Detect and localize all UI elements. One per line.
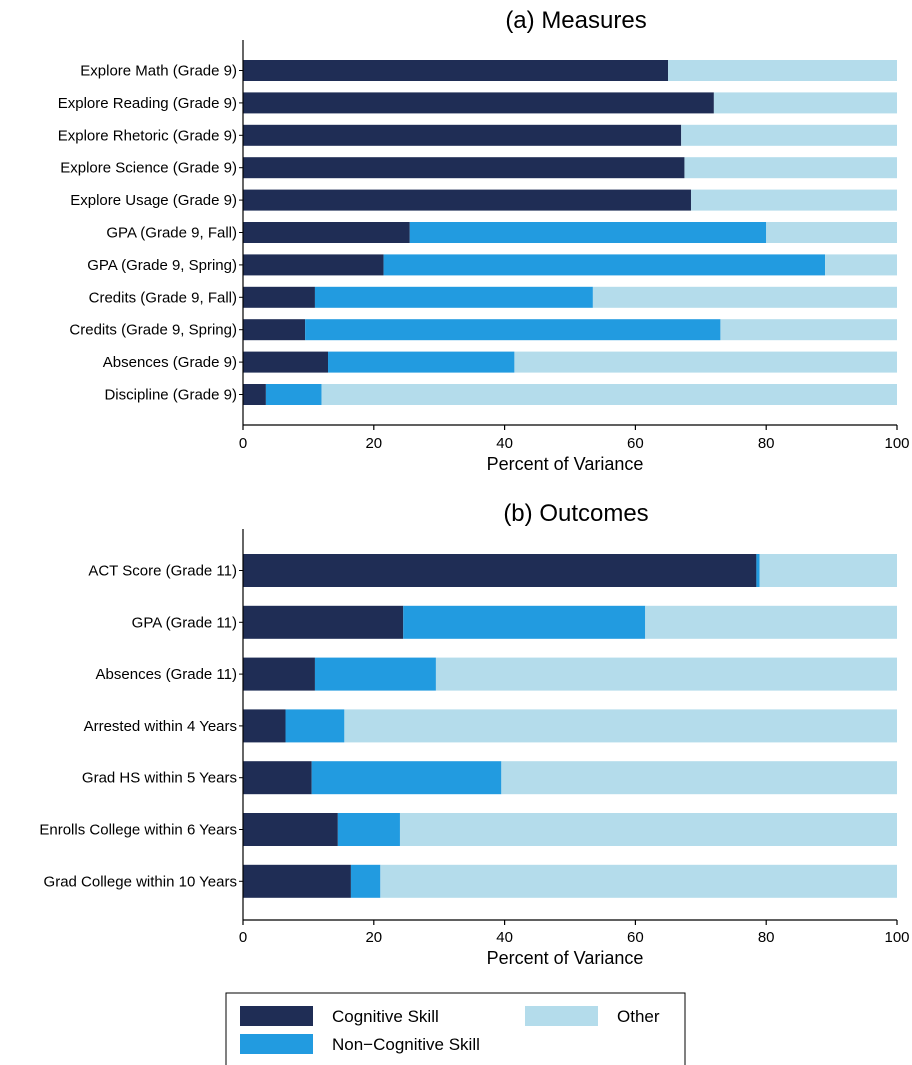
- x-tick-label: 80: [758, 929, 775, 946]
- bar-segment-other: [435, 657, 897, 691]
- category-label: Grad HS within 5 Years: [82, 770, 237, 787]
- bar-segment-other: [766, 222, 897, 243]
- bar-segment-other: [321, 384, 898, 405]
- category-label: Absences (Grade 9): [103, 354, 237, 371]
- bar-segment-other: [668, 60, 897, 81]
- bar-segment-cognitive: [243, 813, 338, 846]
- category-label: ACT Score (Grade 11): [88, 563, 237, 580]
- bar-segment-cognitive: [243, 189, 691, 211]
- category-label: Explore Reading (Grade 9): [58, 95, 237, 112]
- bar-segment-other: [720, 319, 897, 341]
- x-axis-title: Percent of Variance: [487, 454, 644, 474]
- bar-segment-other: [684, 157, 897, 179]
- category-label: GPA (Grade 9, Spring): [87, 257, 237, 274]
- category-label: Explore Usage (Grade 9): [70, 192, 237, 209]
- x-tick-label: 60: [627, 929, 644, 946]
- category-label: Credits (Grade 9, Fall): [89, 289, 237, 306]
- legend-swatch-cognitive: [240, 1006, 313, 1026]
- legend-swatch-noncognitive: [240, 1034, 313, 1054]
- x-axis-title: Percent of Variance: [487, 948, 644, 968]
- panel-measures: (a) Measures Explore Math (Grade 9) Explor…: [58, 7, 910, 474]
- category-label: Explore Rhetoric (Grade 9): [58, 127, 237, 144]
- bar-segment-other: [501, 761, 897, 795]
- bar-segment-cognitive: [243, 222, 410, 243]
- bar-segment-other: [645, 605, 897, 639]
- bar-segment-noncognitive: [311, 761, 502, 795]
- category-label: Credits (Grade 9, Spring): [69, 322, 237, 339]
- legend: Cognitive Skill Other Non−Cognitive Skill: [225, 992, 686, 1065]
- bar-segment-cognitive: [243, 60, 669, 81]
- category-label: Explore Science (Grade 9): [60, 160, 237, 177]
- category-label: Explore Math (Grade 9): [80, 63, 237, 80]
- x-tick-label: 0: [239, 435, 247, 452]
- x-tick-label: 80: [758, 435, 775, 452]
- bar-segment-noncognitive: [409, 222, 767, 243]
- x-tick-label: 60: [627, 435, 644, 452]
- bar-segment-cognitive: [243, 157, 685, 179]
- bar-segment-cognitive: [243, 254, 384, 276]
- category-label: Discipline (Grade 9): [104, 387, 237, 404]
- bar-segment-noncognitive: [314, 657, 436, 691]
- bar-segment-cognitive: [243, 384, 266, 405]
- bar-segment-other: [592, 286, 897, 308]
- category-label: GPA (Grade 11): [132, 614, 237, 631]
- legend-swatch-other: [525, 1006, 598, 1026]
- bar-segment-cognitive: [243, 554, 757, 587]
- bar-segment-other: [681, 124, 897, 146]
- category-label: GPA (Grade 9, Fall): [106, 225, 237, 242]
- bar-segment-noncognitive: [383, 254, 826, 276]
- x-tick-label: 40: [496, 929, 513, 946]
- legend-label: Non−Cognitive Skill: [332, 1035, 480, 1054]
- bar-segment-other: [514, 351, 897, 373]
- bar-segment-other: [713, 92, 897, 114]
- bar-segment-other: [380, 864, 898, 898]
- bar-segment-cognitive: [243, 124, 682, 146]
- bar-segment-cognitive: [243, 657, 315, 691]
- bar-segment-other: [759, 554, 897, 587]
- category-label: Grad College within 10 Years: [44, 873, 237, 890]
- bar-segment-other: [399, 813, 897, 846]
- bar-segment-other: [690, 189, 897, 211]
- bar-segment-cognitive: [243, 605, 404, 639]
- bar-segment-cognitive: [243, 761, 312, 795]
- bar-segment-cognitive: [243, 286, 315, 308]
- bar-segment-noncognitive: [305, 319, 721, 341]
- bar-segment-noncognitive: [265, 384, 322, 405]
- chart-title: (b) Outcomes: [503, 500, 648, 527]
- x-tick-label: 100: [884, 435, 909, 452]
- bar-segment-noncognitive: [350, 864, 381, 898]
- category-label: Arrested within 4 Years: [84, 718, 237, 735]
- x-tick-label: 0: [239, 929, 247, 946]
- x-tick-label: 100: [884, 929, 909, 946]
- category-label: Absences (Grade 11): [96, 666, 237, 683]
- panel-outcomes: (b) Outcomes ACT Score (Grade 11) GPA (Gra…: [39, 500, 909, 968]
- x-tick-label: 40: [496, 435, 513, 452]
- bar-segment-noncognitive: [756, 554, 760, 587]
- bar-segment-other: [825, 254, 897, 276]
- chart-title: (a) Measures: [505, 7, 646, 34]
- legend-label: Cognitive Skill: [332, 1007, 439, 1026]
- x-tick-label: 20: [365, 435, 382, 452]
- legend-label: Other: [617, 1007, 660, 1026]
- x-tick-label: 20: [365, 929, 382, 946]
- bar-segment-noncognitive: [403, 605, 646, 639]
- bar-segment-noncognitive: [314, 286, 593, 308]
- legend-box: [225, 992, 686, 1065]
- bar-segment-cognitive: [243, 351, 329, 373]
- bar-segment-cognitive: [243, 709, 286, 743]
- bar-segment-noncognitive: [328, 351, 515, 373]
- bar-segment-other: [344, 709, 897, 743]
- bar-segment-cognitive: [243, 92, 714, 114]
- category-label: Enrolls College within 6 Years: [39, 822, 237, 839]
- bar-segment-noncognitive: [285, 709, 345, 743]
- bar-segment-cognitive: [243, 319, 306, 341]
- bar-segment-noncognitive: [337, 813, 400, 846]
- bar-segment-cognitive: [243, 864, 351, 898]
